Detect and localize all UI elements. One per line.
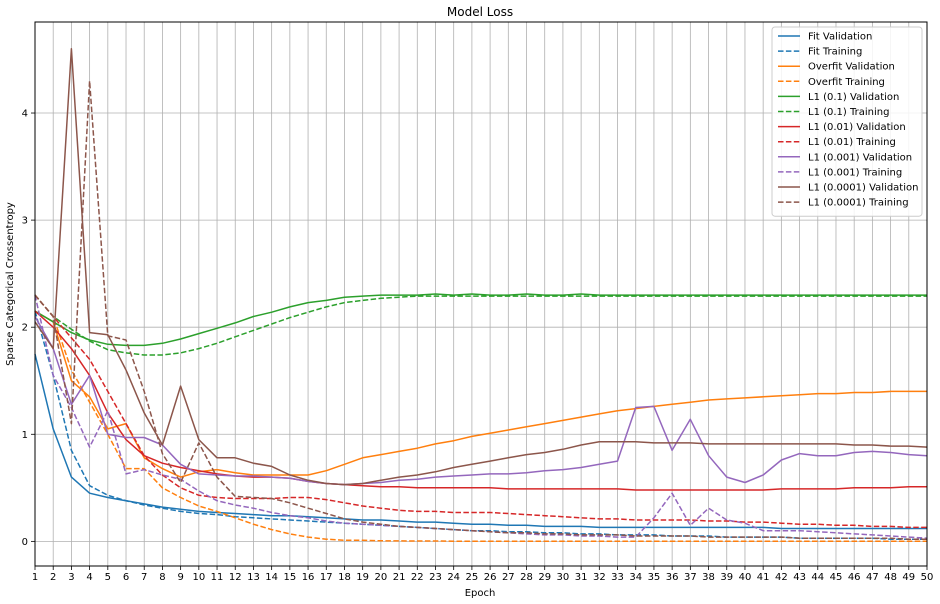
x-tick-label: 48 [884, 572, 897, 583]
x-tick-label: 6 [123, 572, 129, 583]
plot-frame [34, 21, 928, 567]
x-tick-label: 29 [538, 572, 551, 583]
x-tick-label: 23 [429, 572, 442, 583]
x-tick-label: 19 [356, 572, 369, 583]
y-tick-label: 2 [22, 323, 28, 334]
x-tick-label: 10 [192, 572, 205, 583]
x-tick-label: 50 [921, 572, 934, 583]
x-tick-label: 17 [320, 572, 333, 583]
x-tick-label: 2 [50, 572, 56, 583]
x-tick-label: 22 [411, 572, 424, 583]
legend-label: L1 (0.001) Validation [808, 152, 912, 163]
series-line-11 [34, 80, 927, 540]
x-tick-label: 12 [229, 572, 242, 583]
x-tick-label: 5 [105, 572, 111, 583]
series-line-8 [34, 316, 928, 486]
x-tick-label: 46 [848, 572, 861, 583]
x-tick-label: 1 [32, 572, 38, 583]
legend-label: L1 (0.1) Validation [808, 92, 899, 103]
x-tick-label: 18 [338, 572, 351, 583]
x-tick-label: 49 [902, 572, 915, 583]
x-tick-label: 31 [575, 572, 588, 583]
x-tick-label: 35 [648, 572, 661, 583]
y-tick-label: 3 [22, 216, 28, 227]
x-tick-label: 16 [302, 572, 315, 583]
x-tick-label: 21 [393, 572, 406, 583]
series-line-9 [34, 294, 928, 539]
series-line-2 [34, 310, 927, 478]
legend-label: Overfit Training [808, 77, 885, 88]
x-tick-label: 3 [68, 572, 74, 583]
legend-label: Fit Training [808, 47, 862, 58]
series-line-4 [34, 293, 927, 347]
x-tick-label: 43 [793, 572, 806, 583]
series-line-10 [34, 48, 928, 486]
x-tick-label: 13 [247, 572, 260, 583]
legend-label: L1 (0.01) Validation [808, 122, 906, 133]
x-tick-label: 33 [611, 572, 624, 583]
legend-label: Overfit Validation [808, 62, 895, 73]
x-tick-label: 11 [211, 572, 224, 583]
x-tick-label: 8 [159, 572, 165, 583]
x-tick-label: 39 [720, 572, 733, 583]
x-tick-label: 27 [502, 572, 515, 583]
y-tick-label: 0 [22, 537, 28, 548]
x-tick-label: 24 [447, 572, 460, 583]
chart-title: Model Loss [447, 5, 513, 19]
series-line-5 [34, 294, 927, 356]
x-tick-label: 38 [702, 572, 715, 583]
x-tick-label: 34 [629, 572, 642, 583]
x-tick-label: 20 [375, 572, 388, 583]
x-tick-label: 47 [866, 572, 879, 583]
x-tick-label: 44 [811, 572, 824, 583]
x-tick-label: 32 [593, 572, 606, 583]
legend-label: L1 (0.1) Training [808, 107, 889, 118]
series-line-6 [34, 310, 927, 491]
x-tick-label: 28 [520, 572, 533, 583]
legend-label: L1 (0.0001) Validation [808, 183, 918, 194]
x-tick-label: 25 [466, 572, 479, 583]
legend-label: L1 (0.001) Training [808, 167, 902, 178]
legend-label: Fit Validation [808, 32, 872, 43]
x-tick-label: 40 [739, 572, 752, 583]
y-tick-label: 1 [22, 430, 28, 441]
legend-label: L1 (0.0001) Training [808, 198, 909, 209]
x-tick-label: 9 [177, 572, 183, 583]
x-tick-label: 36 [666, 572, 679, 583]
x-tick-label: 14 [265, 572, 278, 583]
series-line-7 [34, 294, 927, 529]
x-axis-label: Epoch [465, 588, 496, 599]
x-tick-label: 30 [557, 572, 570, 583]
legend-box [771, 26, 923, 217]
y-axis-ticks: 0 1 2 3 4 [22, 109, 35, 548]
x-tick-label: 45 [830, 572, 843, 583]
legend-label: L1 (0.01) Training [808, 137, 896, 148]
legend: Fit Validation Fit Training Overfit Valida… [771, 26, 923, 217]
series-line-0 [34, 353, 927, 530]
x-tick-label: 26 [484, 572, 497, 583]
x-tick-label: 4 [86, 572, 92, 583]
x-tick-label: 41 [757, 572, 770, 583]
series-lines [34, 48, 928, 543]
x-tick-label: 37 [684, 572, 697, 583]
x-tick-label: 15 [283, 572, 296, 583]
series-line-3 [34, 294, 927, 543]
x-tick-label: 42 [775, 572, 788, 583]
x-axis-ticks: 1 2 3 4 5 6 7 8 9 10 11 12 13 14 15 16 17 18 19 20 21 22 23 24 2… [32, 566, 934, 583]
y-axis-label: Sparse Categorical Crossentropy [5, 202, 16, 366]
x-tick-label: 7 [141, 572, 147, 583]
y-tick-label: 4 [22, 109, 28, 120]
